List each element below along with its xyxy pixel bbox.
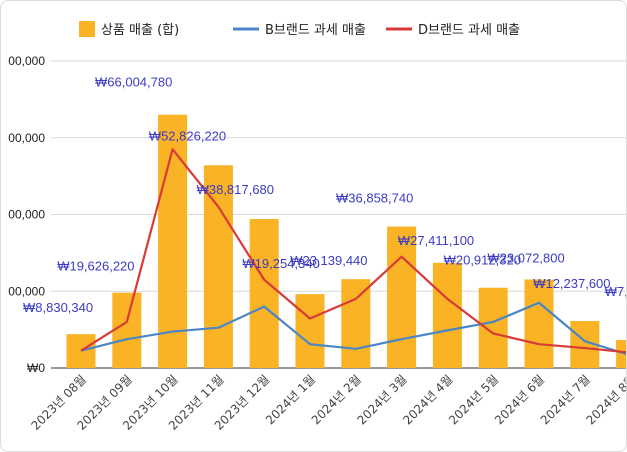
gridlines — [51, 60, 626, 369]
data-labels: ₩8,830,340 ₩19,626,220 ₩66,004,780 ₩52,826,… — [23, 75, 627, 315]
bar — [158, 114, 188, 368]
data-label: ₩36,858,740 — [336, 191, 413, 206]
data-label: ₩23,139,440 — [290, 253, 367, 268]
y-tick-label: ₩0 — [27, 361, 45, 375]
legend-label: D브랜드 과세 매출 — [418, 23, 520, 38]
y-tick-label: 00,000 — [8, 54, 45, 68]
bar — [341, 279, 371, 368]
legend-label: 상품 매출 (합) — [101, 23, 179, 38]
data-label: ₩8,830,340 — [23, 300, 93, 315]
bar — [432, 262, 462, 368]
data-label: ₩7,31 — [605, 284, 627, 299]
legend-swatch — [79, 21, 95, 37]
bar — [112, 292, 142, 368]
bar — [295, 294, 325, 368]
bar — [387, 226, 417, 368]
data-label: ₩27,411,100 — [398, 233, 474, 248]
y-axis-ticks: ₩0 00,000 00,000 00,000 00,000 — [8, 54, 45, 375]
bar — [524, 279, 554, 368]
legend: 상품 매출 (합) B브랜드 과세 매출 D브랜드 과세 매출 — [79, 21, 520, 38]
line-b-brand — [80, 301, 626, 356]
bar — [203, 165, 233, 368]
legend-label: B브랜드 과세 매출 — [265, 23, 366, 38]
y-tick-label: 00,000 — [8, 131, 45, 145]
bar — [616, 339, 626, 368]
data-label: ₩66,004,780 — [95, 75, 172, 90]
bar — [249, 219, 279, 368]
y-tick-label: 00,000 — [8, 284, 45, 298]
y-tick-label: 00,000 — [8, 208, 45, 222]
bar-series — [66, 114, 626, 368]
bar — [478, 287, 508, 368]
bar — [66, 334, 96, 368]
data-label: ₩20,912,320 — [444, 253, 521, 268]
data-label: ₩38,817,680 — [197, 182, 274, 197]
data-label: ₩12,237,600 — [533, 276, 610, 291]
data-label: ₩19,254,340 — [242, 256, 319, 271]
data-label: ₩52,826,220 — [149, 128, 226, 143]
line-d-brand — [80, 148, 626, 354]
data-label: ₩19,626,220 — [57, 259, 134, 274]
data-label: ₩23,072,800 — [487, 250, 564, 265]
line-series — [80, 148, 626, 356]
